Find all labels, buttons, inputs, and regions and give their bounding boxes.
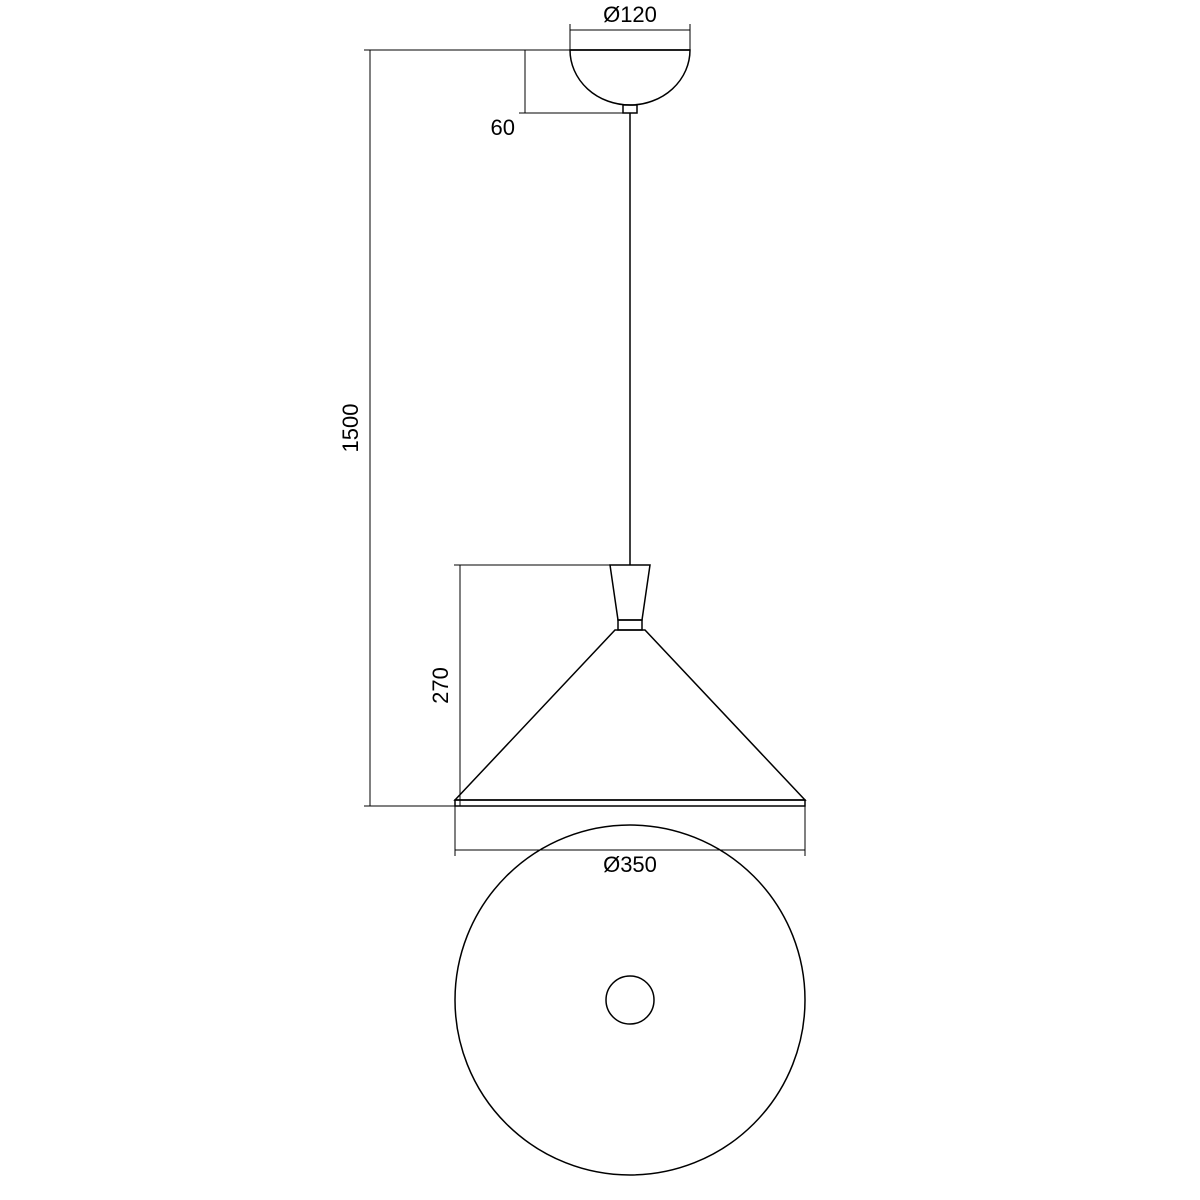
- canopy-nipple: [623, 105, 637, 113]
- dim-canopy-diameter: Ø120: [603, 2, 657, 27]
- bottom-view-outer: [455, 825, 805, 1175]
- shade-upper: [610, 565, 650, 620]
- shade-lower: [455, 630, 805, 800]
- dim-canopy-height: 60: [491, 115, 515, 140]
- dim-total-height: 1500: [338, 404, 363, 453]
- canopy: [570, 50, 690, 105]
- shade-lip: [455, 800, 805, 806]
- dim-shade-diameter: Ø350: [603, 852, 657, 877]
- technical-drawing: Ø120 1500 270 60 Ø350: [0, 0, 1200, 1200]
- bottom-view-inner: [606, 976, 654, 1024]
- shade-band: [618, 620, 642, 630]
- dim-shade-height: 270: [428, 667, 453, 704]
